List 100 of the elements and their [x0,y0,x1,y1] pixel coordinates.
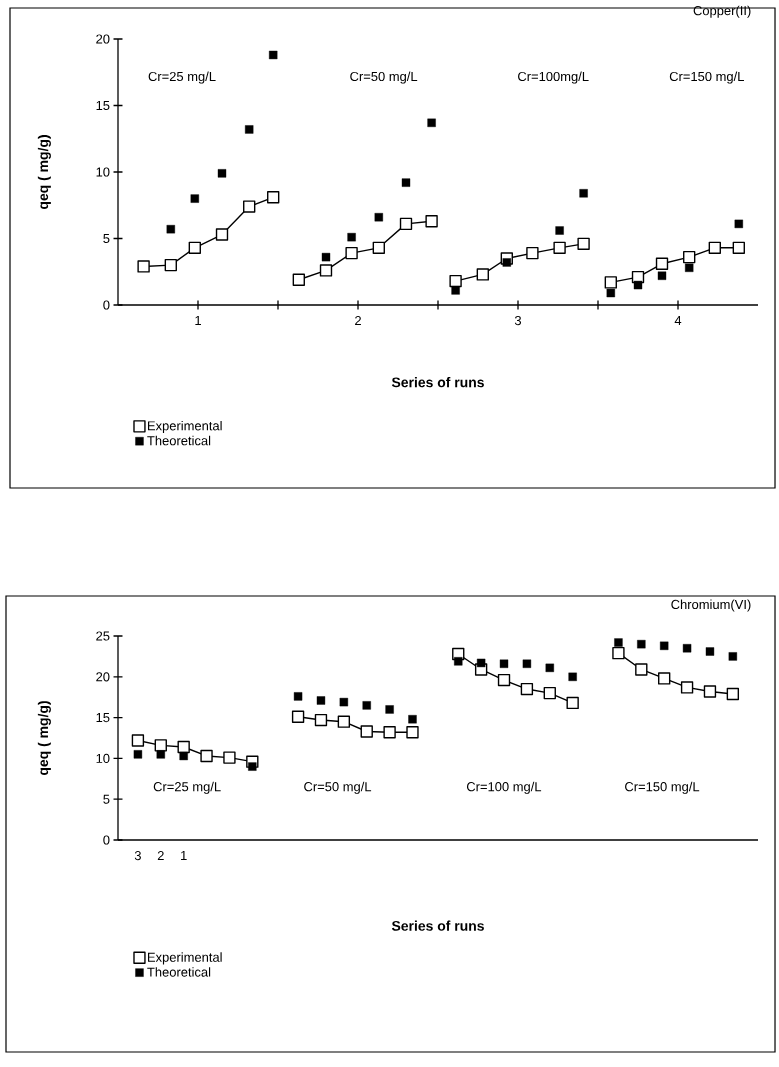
point [726,687,740,701]
y-tick-label: 0 [103,300,110,310]
point [604,276,617,289]
point [269,50,278,60]
point [154,739,167,752]
point [497,673,511,687]
point [732,241,745,254]
point [137,260,150,273]
point [385,705,394,714]
point [372,241,385,254]
annotation: Cr=150 mg/L [669,71,744,84]
point [633,280,643,290]
point [200,749,213,763]
point [360,725,373,738]
point [577,237,590,250]
point [383,726,396,739]
legend-label: Theoretical [147,967,211,977]
point [291,710,305,723]
point [553,241,566,254]
point [408,715,417,724]
point [476,268,489,281]
point [316,696,326,705]
point [425,215,438,228]
point [293,692,303,701]
x-tick-label: 2 [355,316,361,326]
y-tick-label: 15 [96,100,110,111]
point [635,663,648,676]
y-tick-label: 10 [96,753,110,763]
point [345,246,358,260]
x-tick-label: 3 [134,851,141,861]
point [555,226,564,235]
point [190,194,199,203]
annotation: Cr=100 mg/L [466,781,542,794]
annotation: Cr=50 mg/L [350,71,418,84]
point [658,672,671,685]
annotation: Cr=25 mg/L [153,781,221,794]
point [708,241,721,254]
point [399,217,413,231]
point [545,663,554,673]
point [427,118,436,127]
point [502,258,511,267]
chart-title: Copper(II) [693,5,751,18]
point [520,682,534,696]
point [499,659,509,668]
point [164,258,177,272]
x-axis-title: Series of runs [391,920,484,931]
point [614,638,623,647]
point [682,644,692,653]
y-axis-title: qeq ( mg/g) [37,135,51,209]
point [522,659,532,668]
point [292,273,305,286]
point [406,726,419,739]
point [267,191,280,204]
y-tick-label: 25 [96,631,110,641]
point [319,264,333,277]
legend-label: Experimental [148,420,222,433]
point [568,672,577,681]
point [476,658,486,668]
x-tick-label: 1 [181,851,187,860]
point [374,213,383,222]
y-tick-label: 20 [96,34,110,44]
legend-label: Experimental [148,952,222,965]
point [579,189,588,198]
point [606,288,615,298]
point [321,252,331,262]
x-axis-title: Series of runs [391,377,484,388]
point [734,219,743,229]
point [566,696,579,710]
x-tick-label: 1 [195,316,201,325]
point [657,271,667,280]
point [179,751,188,761]
point [314,713,328,727]
point [703,685,717,698]
annotation: Cr=25 mg/L [148,71,216,84]
point [245,125,254,134]
point [362,701,371,710]
x-tick-label: 4 [674,316,682,325]
point [243,200,256,213]
point [685,263,694,272]
point [217,169,227,178]
point [451,286,460,295]
annotation: Cr=50 mg/L [304,781,372,794]
y-tick-label: 15 [96,713,110,723]
y-tick-label: 10 [96,167,110,177]
point [705,647,715,656]
point [339,697,349,707]
point [543,686,556,700]
point [166,225,175,234]
y-tick-label: 5 [103,794,110,804]
point [156,750,165,759]
point [454,657,463,666]
point [401,178,411,187]
point [248,762,257,771]
y-tick-label: 5 [103,233,110,244]
point [680,681,694,694]
point [215,228,229,241]
point [337,715,351,728]
point [347,232,356,242]
legend-label: Theoretical [147,435,211,446]
point [223,751,236,764]
